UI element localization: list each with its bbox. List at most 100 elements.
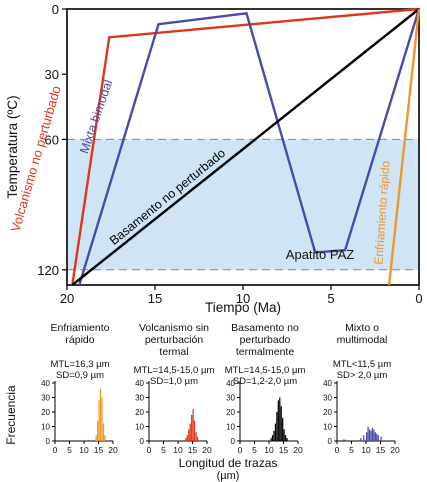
histogram-bar (97, 420, 99, 441)
histogram-x-axis-unit: (µm) (217, 470, 240, 482)
histogram-bar (276, 412, 278, 441)
y-axis-title: Temperatura (ºC) (5, 95, 20, 198)
histogram-bar (95, 435, 97, 441)
histogram-bar (371, 427, 374, 441)
histogram-title-line: multimodal (337, 334, 388, 346)
histogram-x-tick-label: 15 (188, 445, 198, 455)
histogram-x-tick-label: 0 (53, 445, 58, 455)
histogram-bar (196, 436, 199, 441)
histogram-bar (279, 397, 281, 441)
paz-band (67, 139, 419, 270)
histogram-bar (277, 400, 279, 441)
histogram-y-tick-label: 30 (135, 394, 144, 403)
histogram-bar (193, 420, 196, 441)
histogram-sd: SD=1,2-2,0 µm (233, 376, 297, 387)
histogram-y-tick-label: 0 (231, 437, 236, 446)
series-line-0 (71, 7, 420, 286)
histogram-x-tick-label: 0 (238, 445, 243, 455)
histogram-x-axis-title: Longitud de trazas (179, 456, 278, 470)
histogram-x-tick-label: 10 (361, 445, 371, 455)
histogram-title-line: Enfriamiento (51, 322, 110, 334)
histogram-title-line: Volcanismo sin (139, 322, 209, 334)
histogram-mtl: MTL<11,5 µm (333, 359, 391, 370)
histogram-y-tick-label: 20 (135, 408, 144, 417)
histogram-y-axis-title: Frecuencia (4, 385, 18, 445)
histogram-x-tick-label: 20 (108, 445, 118, 455)
histogram-title-line: perturbación (145, 334, 204, 346)
histogram-y-tick-label: 40 (226, 379, 235, 388)
histogram-bar (271, 435, 274, 441)
histogram-title-line: termalmente (236, 346, 295, 358)
histogram-x-tick-label: 20 (202, 445, 212, 455)
series-line-3 (387, 8, 421, 286)
histogram-bar (376, 433, 378, 441)
histogram-y-tick-label: 30 (323, 394, 332, 403)
histogram-bar (342, 439, 345, 441)
histogram-y-tick-label: 10 (323, 423, 332, 432)
histogram-x-tick-label: 0 (335, 445, 340, 455)
x-tick-label: 0 (415, 291, 422, 306)
histogram-title-line: Basamento no (231, 322, 299, 334)
histogram-x-tick-label: 5 (252, 445, 257, 455)
histogram-bar (283, 429, 285, 441)
histogram-x-tick-label: 15 (279, 445, 289, 455)
histogram-bar (377, 435, 379, 441)
histogram-bar (98, 400, 100, 441)
histogram-x-tick-label: 5 (67, 445, 72, 455)
histogram-x-tick-label: 10 (173, 445, 183, 455)
histogram-y-tick-label: 20 (323, 408, 332, 417)
histogram-sd: SD=1,0 µm (150, 376, 198, 387)
histogram-bar (286, 438, 288, 441)
histogram-bar (374, 432, 376, 441)
x-tick-label: 15 (148, 291, 162, 306)
histogram-bar (191, 414, 193, 441)
histogram-x-tick-label: 15 (376, 445, 386, 455)
series-line-1 (78, 8, 421, 286)
histogram-x-tick-label: 5 (161, 445, 166, 455)
histogram-mtl: MTL=14,5-15,0 µm (225, 365, 306, 376)
histogram-title-line: Mixto o (345, 322, 379, 334)
histogram-bar (366, 432, 368, 441)
histogram-bar (373, 429, 375, 441)
histogram-bar (101, 397, 103, 441)
histogram-bar (274, 423, 277, 441)
histogram-y-tick-label: 40 (135, 379, 144, 388)
histogram-bar (280, 406, 282, 441)
histogram-sd: SD> 2,0 µm (337, 370, 388, 381)
histogram-bar (192, 409, 194, 441)
histogram-y-tick-label: 30 (226, 394, 235, 403)
series-line-2 (71, 8, 420, 286)
histogram-x-tick-label: 20 (390, 445, 400, 455)
x-tick-label: 10 (236, 291, 250, 306)
histogram-mtl: MTL=14,5-15,0 µm (134, 365, 215, 376)
histogram-x-tick-label: 0 (147, 445, 152, 455)
histogram-y-tick-label: 0 (328, 437, 333, 446)
y-tick-label: 120 (37, 263, 59, 278)
histogram-bar (367, 426, 369, 441)
histogram-bar (102, 423, 105, 441)
y-tick-label: 30 (45, 67, 59, 82)
histogram-x-tick-label: 20 (293, 445, 303, 455)
histogram-bar (99, 388, 102, 441)
histogram-bar (185, 438, 187, 441)
histogram-bar (370, 430, 372, 441)
histogram-bar (270, 438, 272, 441)
y-tick-label: 60 (45, 132, 59, 147)
x-tick-label: 20 (60, 291, 74, 306)
histogram-y-tick-label: 0 (140, 437, 145, 446)
paz-label: Apatito PAZ (286, 247, 354, 262)
histogram-y-tick-label: 40 (41, 379, 50, 388)
histogram-y-tick-label: 20 (226, 408, 235, 417)
histogram-bar (195, 432, 197, 441)
histogram-mtl: MTL=16,3 µm (50, 359, 109, 370)
histogram-y-tick-label: 40 (323, 379, 332, 388)
histogram-title-line: perturbado (240, 334, 291, 346)
histogram-x-tick-label: 10 (264, 445, 274, 455)
histogram-y-tick-label: 30 (41, 394, 50, 403)
histogram-bar (104, 435, 106, 441)
histogram-bar (282, 417, 284, 441)
histogram-bar (368, 429, 371, 441)
histogram-y-tick-label: 10 (226, 423, 235, 432)
histogram-title-line: termal (159, 346, 188, 358)
